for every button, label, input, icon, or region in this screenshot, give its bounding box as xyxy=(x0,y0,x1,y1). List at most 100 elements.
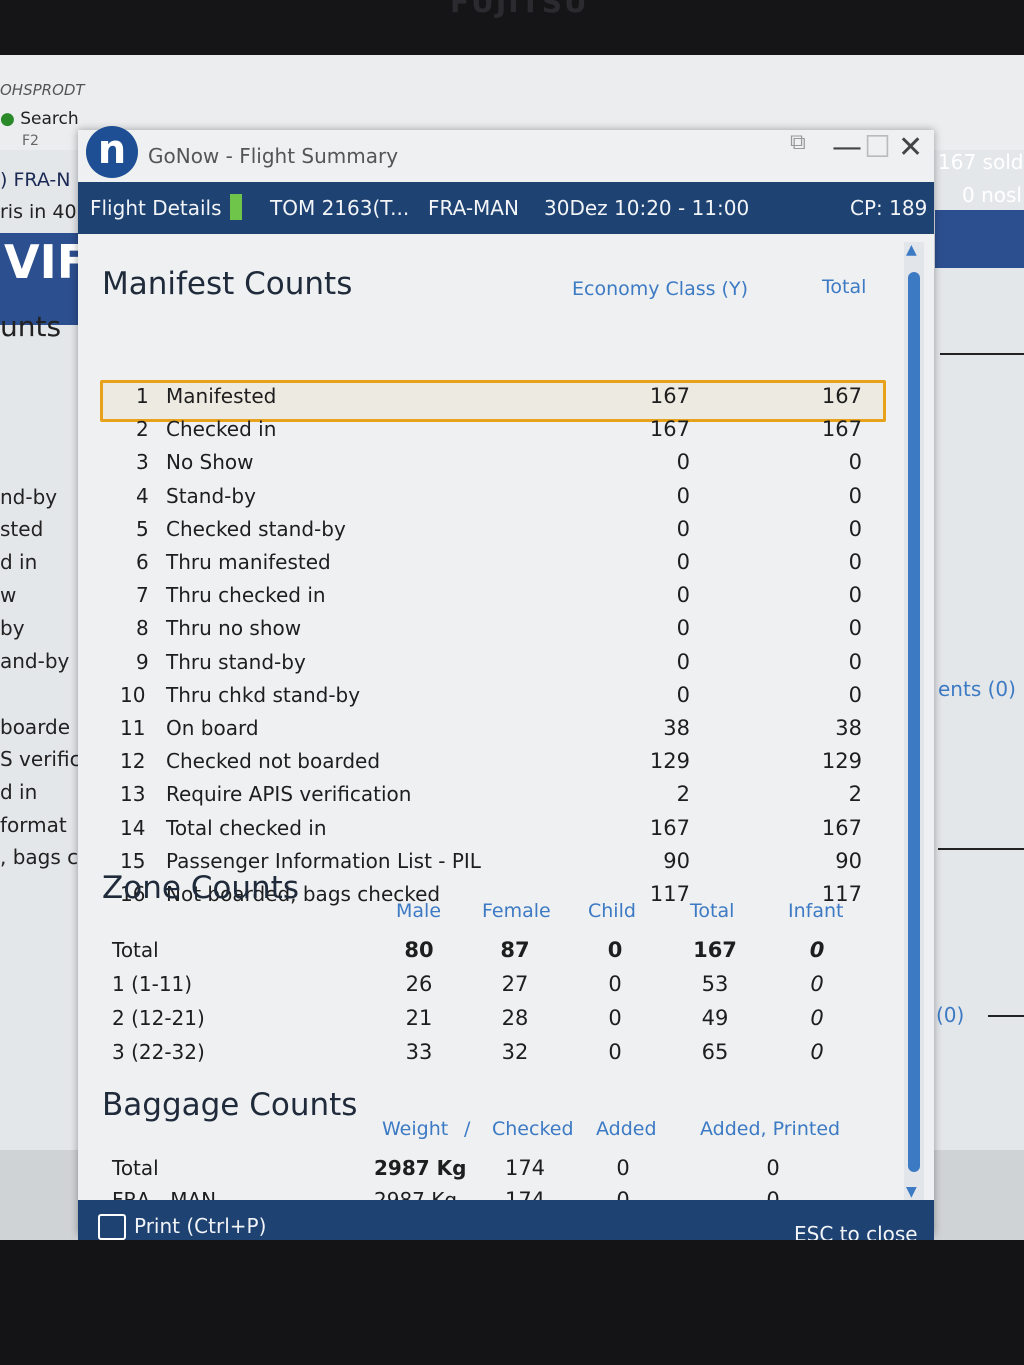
environment-label: OHSPRODT xyxy=(0,81,85,99)
zone-total-value: 49 xyxy=(701,1006,729,1030)
zone-child-value: 0 xyxy=(608,1040,622,1064)
zone-male-value: 21 xyxy=(405,1006,433,1030)
manifest-row-number: 14 xyxy=(120,815,146,840)
background-right-header xyxy=(935,210,1024,268)
search-status-icon: ● xyxy=(0,109,15,129)
background-list-item: sted xyxy=(0,517,44,541)
background-f2-hint: F2 xyxy=(22,133,39,149)
background-divider xyxy=(938,848,1024,850)
zone-column-header: Infant xyxy=(788,900,844,922)
manifest-total-value: 90 xyxy=(835,848,862,873)
background-list-item: nd-by xyxy=(0,485,58,509)
manifest-economy-value: 129 xyxy=(649,749,690,774)
background-list-item: by xyxy=(0,616,25,640)
close-icon[interactable]: ✕ xyxy=(898,130,924,165)
manifest-row-label: Thru manifested xyxy=(166,550,331,574)
manifest-row-label: Manifested xyxy=(166,384,277,408)
baggage-column-header: Added xyxy=(596,1118,657,1140)
manifest-row-label: Checked not boarded xyxy=(166,749,381,774)
background-list-item: w xyxy=(0,583,17,607)
background-search[interactable]: ● Search xyxy=(0,109,79,129)
dialog-content: Manifest Counts Economy Class (Y) Total … xyxy=(78,234,898,1212)
manifest-economy-value: 0 xyxy=(676,616,690,641)
minimize-icon[interactable]: — xyxy=(832,130,862,165)
manifest-total-value: 0 xyxy=(848,516,862,541)
manifest-economy-value: 167 xyxy=(649,815,690,840)
zone-male-value: 26 xyxy=(405,972,433,996)
flight-details-bar: Flight Details | TOM 2163(T... FRA-MAN 3… xyxy=(78,182,934,234)
zone-total-value: 65 xyxy=(701,1040,729,1064)
background-sold-count: 167 sold xyxy=(938,150,1024,174)
screen: OHSPRODT ● Search F2 ) FRA-N ris in 40 V… xyxy=(0,55,1024,1245)
app-logo-icon: n xyxy=(86,126,138,178)
manifest-row-label: Thru chkd stand-by xyxy=(166,682,361,707)
manifest-row-number: 13 xyxy=(120,782,146,807)
background-list-item: and-by xyxy=(0,649,70,673)
scroll-down-icon[interactable]: ▼ xyxy=(906,1184,917,1200)
dialog-footer: Print (Ctrl+P) ESC to close xyxy=(78,1200,934,1245)
background-list-item: boarde xyxy=(0,715,71,739)
manifest-economy-value: 167 xyxy=(649,384,690,408)
background-noshow-count: 0 nosl xyxy=(962,183,1022,207)
manifest-row-number: 12 xyxy=(120,749,146,774)
window-icon: ⧉ xyxy=(790,130,806,155)
baggage-added-value: 0 xyxy=(616,1156,630,1180)
flight-number: TOM 2163(T... xyxy=(270,196,410,220)
zone-total-value: 53 xyxy=(701,972,729,996)
maximize-icon[interactable]: ☐ xyxy=(864,130,891,165)
background-count-link[interactable]: (0) xyxy=(936,1003,965,1027)
background-pax: ris in 40 xyxy=(0,201,77,223)
total-column-header: Total xyxy=(822,276,867,298)
zone-column-header: Female xyxy=(482,900,551,922)
manifest-row-number: 5 xyxy=(136,516,149,541)
dialog-title: GoNow - Flight Summary xyxy=(148,144,399,168)
dialog-titlebar[interactable]: n GoNow - Flight Summary ⧉ — ☐ ✕ xyxy=(78,126,934,180)
manifest-row-number: 16 xyxy=(120,882,146,906)
manifest-row-label: Checked stand-by xyxy=(166,516,346,541)
manifest-row-label: No Show xyxy=(166,450,254,475)
scrollbar-thumb[interactable] xyxy=(908,272,920,1172)
baggage-checked-value: 174 xyxy=(504,1156,546,1180)
flight-details-label: Flight Details | xyxy=(90,196,235,220)
zone-column-header: Male xyxy=(396,900,442,922)
flight-route: FRA-MAN xyxy=(428,196,519,220)
zone-column-header: Total xyxy=(690,900,735,922)
manifest-total-value: 129 xyxy=(821,749,862,774)
zone-infant-value: 0 xyxy=(810,972,824,996)
manifest-economy-value: 167 xyxy=(649,417,690,442)
print-button[interactable]: Print (Ctrl+P) xyxy=(134,1214,267,1238)
monitor-bezel-top: FUJITSU xyxy=(0,0,1024,60)
background-list-item: , bags c xyxy=(0,845,79,869)
zone-male-value: 80 xyxy=(404,938,434,962)
manifest-economy-value: 0 xyxy=(676,450,690,475)
manifest-total-value: 0 xyxy=(848,616,862,641)
printer-icon[interactable] xyxy=(98,1214,126,1240)
manifest-economy-value: 0 xyxy=(676,483,690,508)
zone-row-label: Total xyxy=(112,938,159,962)
manifest-row-label: Total checked in xyxy=(166,815,327,840)
esc-close-hint[interactable]: ESC to close xyxy=(794,1222,918,1245)
zone-female-value: 28 xyxy=(501,1006,529,1030)
flight-date-time: 30Dez 10:20 - 11:00 xyxy=(544,196,750,220)
manifest-row-number: 3 xyxy=(136,450,149,475)
manifest-total-value: 167 xyxy=(821,815,862,840)
vertical-scrollbar[interactable]: ▲ ▼ xyxy=(904,242,924,1202)
zone-child-value: 0 xyxy=(608,972,622,996)
manifest-economy-value: 0 xyxy=(676,583,690,608)
manifest-total-value: 0 xyxy=(848,649,862,674)
manifest-row-label: Thru no show xyxy=(166,616,302,641)
background-list-item: S verific xyxy=(0,747,81,771)
baggage-column-header: Checked xyxy=(492,1118,574,1140)
manifest-total-value: 0 xyxy=(848,583,862,608)
zone-infant-value: 0 xyxy=(810,1006,824,1030)
baggage-printed-value: 0 xyxy=(766,1156,780,1180)
background-comments-link[interactable]: ents (0) xyxy=(938,677,1016,701)
scroll-up-icon[interactable]: ▲ xyxy=(906,242,917,258)
manifest-row-label: Thru stand-by xyxy=(166,649,306,674)
background-route: ) FRA-N xyxy=(0,169,71,191)
selected-row-highlight xyxy=(100,380,886,422)
manifest-row-number: 6 xyxy=(136,550,149,574)
background-counts-heading: unts xyxy=(0,310,62,343)
baggage-counts-title: Baggage Counts xyxy=(102,1087,358,1123)
monitor-bezel-bottom xyxy=(0,1240,1024,1365)
